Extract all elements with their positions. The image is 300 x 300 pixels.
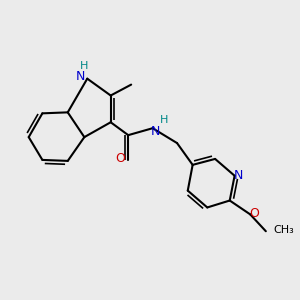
Text: O: O (116, 152, 125, 165)
Text: H: H (160, 115, 169, 125)
Text: CH₃: CH₃ (274, 225, 294, 235)
Text: N: N (76, 70, 85, 83)
Text: N: N (234, 169, 243, 182)
Text: O: O (249, 207, 259, 220)
Text: H: H (80, 61, 88, 71)
Text: N: N (151, 125, 160, 138)
